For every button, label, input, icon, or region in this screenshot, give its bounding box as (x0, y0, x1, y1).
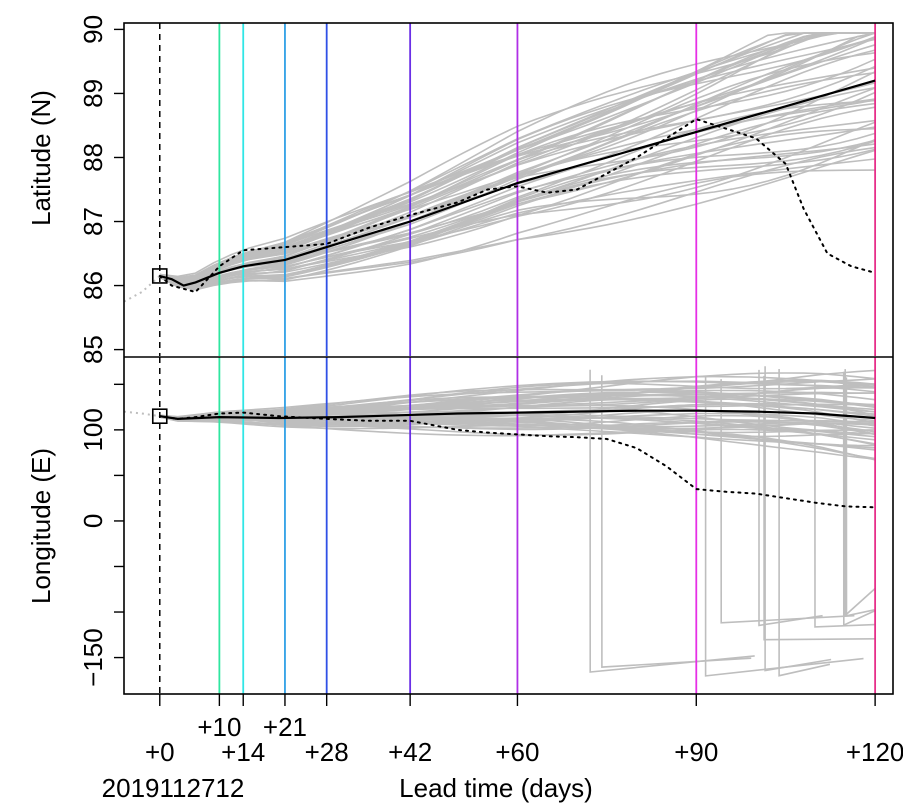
longitude-axis-title: Longitude (E) (26, 448, 56, 604)
lon-ensemble-member-wrapped (845, 377, 876, 617)
latitude-series (124, 79, 877, 303)
init-date-label: 2019112712 (102, 773, 245, 803)
x-tick-label-120: +120 (846, 737, 903, 767)
x-tick-label-42: +42 (388, 737, 432, 767)
lon-start-marker (151, 408, 168, 425)
x-axis: +0 +10+14+21+28 +42 +60 +90 +120 (145, 694, 903, 767)
lon-ensemble-member-wrapped (844, 369, 876, 618)
lat-y-tick-label: 85 (78, 335, 108, 364)
lon-y-tick-label: −150 (78, 628, 108, 687)
longitude-series (124, 408, 877, 509)
longitude-panel: −150 0 100 Longitude (E) (26, 357, 877, 694)
x-tick-label-60: +60 (495, 737, 539, 767)
lat-y-tick-label: 87 (78, 207, 108, 236)
lon-mean-line (159, 409, 876, 421)
lon-observed-line (158, 411, 877, 509)
latitude-lead-time-lines (159, 23, 877, 356)
lon-ensemble-member-wrapped (704, 376, 864, 677)
lat-history-line (124, 275, 161, 303)
x-axis-title: Lead time (days) (399, 773, 593, 803)
latitude-y-axis: 85 86 87 88 89 90 (78, 15, 124, 364)
lon-y-tick-label: 100 (78, 408, 108, 451)
lon-ensemble-member-wrapped (763, 375, 876, 641)
x-tick-label-10: +10 (197, 712, 241, 742)
x-tick-label-0: +0 (145, 737, 175, 767)
lon-history-line (124, 410, 160, 418)
lat-y-tick-label: 90 (78, 15, 108, 44)
lon-ensemble-member-wrapped (778, 369, 831, 677)
latitude-panel: 85 86 87 88 89 90 Latitude (N) (26, 15, 877, 364)
x-tick-label-21: +21 (263, 712, 307, 742)
lon-y-tick-label: 0 (78, 514, 108, 528)
lat-y-tick-label: 89 (78, 79, 108, 108)
lat-mean-line (159, 79, 876, 287)
x-tick-label-28: +28 (305, 737, 349, 767)
lon-ensemble-member-wrapped (814, 381, 876, 628)
lon-ensemble-member-wrapped (589, 369, 755, 673)
longitude-y-axis: −150 0 100 (78, 383, 124, 687)
latitude-axis-title: Latitude (N) (26, 90, 56, 226)
lon-ensemble-member-wrapped (758, 369, 823, 627)
plot-frame (123, 22, 894, 695)
x-tick-label-90: +90 (674, 737, 718, 767)
x-tick-label-14: +14 (221, 737, 265, 767)
lat-start-marker (151, 268, 168, 284)
lon-ensemble-member-wrapped (764, 366, 832, 672)
lat-y-tick-label: 86 (78, 271, 108, 300)
lat-y-tick-label: 88 (78, 143, 108, 172)
